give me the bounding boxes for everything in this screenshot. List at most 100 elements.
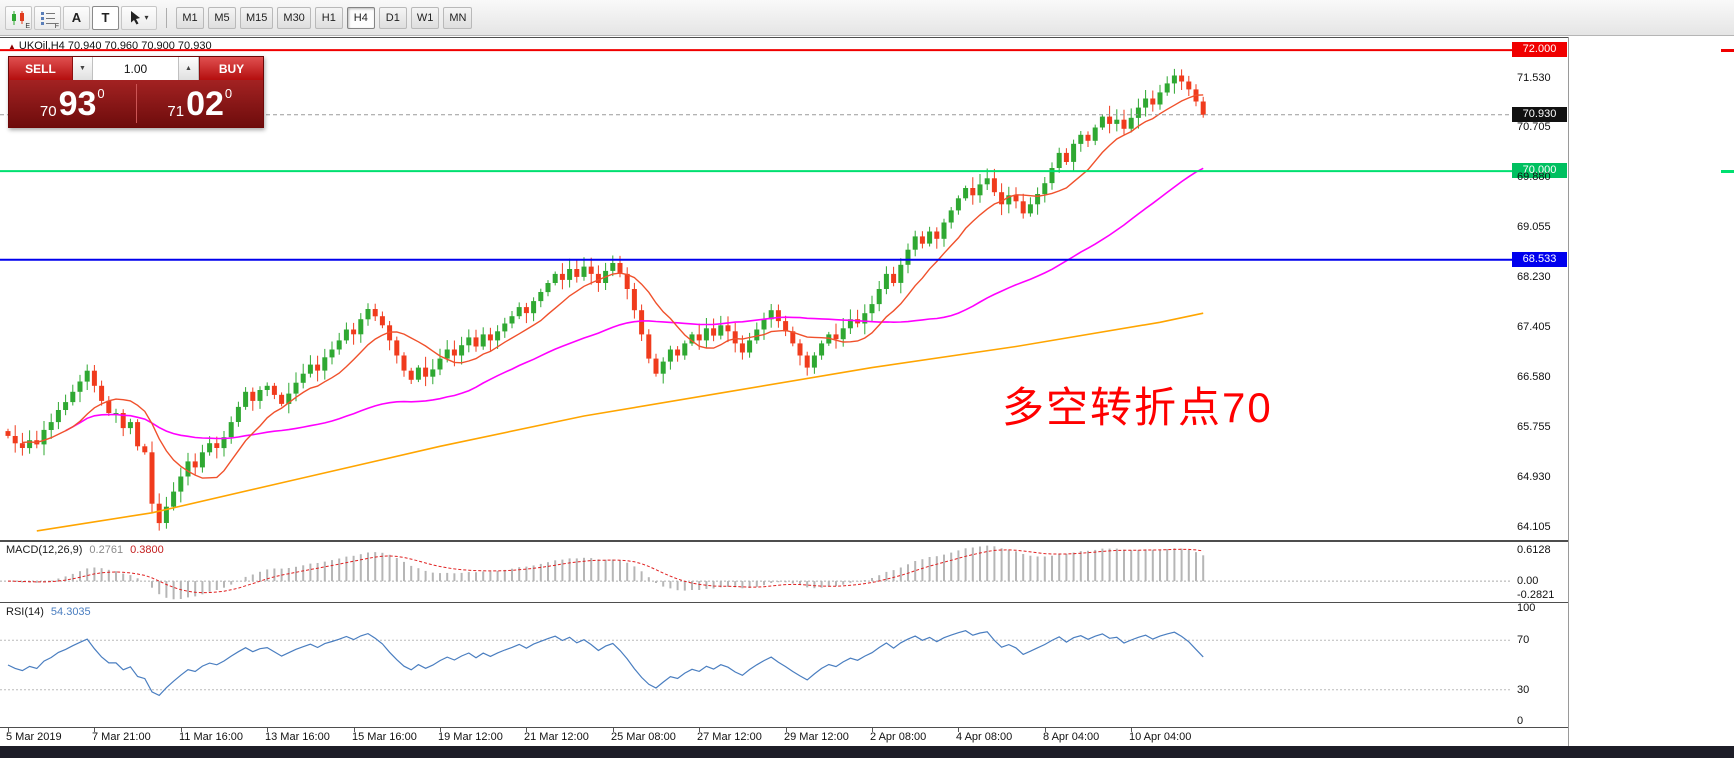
timeframe-m5[interactable]: M5 bbox=[208, 6, 236, 29]
candle-body bbox=[1164, 83, 1170, 93]
buy-button[interactable]: BUY bbox=[199, 57, 263, 80]
buy-price-sup: 0 bbox=[224, 86, 233, 101]
candle-body bbox=[19, 443, 25, 448]
candle-body bbox=[451, 349, 457, 356]
time-axis-tick bbox=[872, 728, 873, 732]
candle-body bbox=[12, 436, 18, 444]
volume-increase-button[interactable]: ▲ bbox=[179, 57, 199, 80]
candle-body bbox=[250, 391, 256, 401]
macd-panel-canvas[interactable] bbox=[0, 542, 1568, 602]
pointer-tool-button[interactable]: ▾ bbox=[121, 5, 157, 30]
candle-body bbox=[127, 422, 133, 429]
candle-body bbox=[185, 461, 191, 477]
candle-body bbox=[214, 443, 220, 448]
panel-separator[interactable] bbox=[0, 540, 1568, 542]
candle-body bbox=[876, 289, 882, 305]
rsi-panel-canvas[interactable] bbox=[0, 603, 1568, 727]
candle-body bbox=[610, 263, 616, 271]
candle-body bbox=[991, 178, 997, 193]
timeframe-m15[interactable]: M15 bbox=[240, 6, 274, 29]
candle-body bbox=[516, 307, 522, 317]
timeframe-d1[interactable]: D1 bbox=[378, 6, 407, 29]
candle-body bbox=[1171, 75, 1177, 84]
candle-body bbox=[437, 358, 443, 370]
trade-panel-controls: SELL ▼ ▲ BUY bbox=[9, 57, 263, 80]
candle-body bbox=[567, 269, 573, 280]
candlestick-chart-icon-button[interactable]: E bbox=[5, 5, 32, 30]
candle-body bbox=[5, 431, 11, 436]
candle-body bbox=[466, 337, 472, 346]
time-axis-label: 19 Mar 12:00 bbox=[438, 731, 503, 743]
buy-price-display[interactable]: 71 02 0 bbox=[137, 80, 264, 127]
time-axis-label: 2 Apr 08:00 bbox=[870, 731, 927, 743]
candle-body bbox=[415, 367, 421, 380]
time-axis-label: 29 Mar 12:00 bbox=[784, 731, 849, 743]
candle-body bbox=[228, 422, 234, 438]
candle-body bbox=[574, 269, 580, 277]
candle-body bbox=[351, 329, 357, 335]
text-tool-button[interactable]: T bbox=[92, 5, 119, 30]
text-label-icon: A bbox=[71, 10, 82, 25]
candle-body bbox=[631, 289, 637, 311]
candle-body bbox=[329, 349, 335, 358]
grid-icon-button[interactable]: F bbox=[34, 5, 61, 30]
candle-body bbox=[1179, 75, 1185, 82]
candle-body bbox=[948, 210, 954, 223]
candle-body bbox=[797, 343, 803, 356]
candle-body bbox=[257, 390, 263, 401]
candle-body bbox=[1063, 152, 1069, 162]
candle-body bbox=[315, 364, 321, 371]
candle-body bbox=[768, 310, 774, 320]
text-label-tool-button[interactable]: A bbox=[63, 5, 90, 30]
volume-input[interactable] bbox=[93, 57, 179, 80]
rsi-value: 54.3035 bbox=[50, 606, 91, 618]
candle-body bbox=[106, 400, 112, 413]
candle-body bbox=[754, 329, 760, 341]
candle-body bbox=[847, 319, 853, 329]
timeframe-m1[interactable]: M1 bbox=[176, 6, 204, 29]
candle-body bbox=[927, 231, 933, 244]
sell-price-sup: 0 bbox=[97, 86, 105, 101]
candle-body bbox=[1020, 201, 1026, 214]
candle-body bbox=[509, 316, 515, 324]
volume-decrease-button[interactable]: ▼ bbox=[73, 57, 93, 80]
candle-body bbox=[365, 309, 371, 320]
time-axis-tick bbox=[1045, 728, 1046, 732]
timeframe-h4[interactable]: H4 bbox=[346, 6, 375, 29]
panel-separator[interactable] bbox=[0, 602, 1568, 603]
grid-icon bbox=[40, 11, 55, 25]
candle-body bbox=[293, 382, 299, 394]
time-axis-tick bbox=[181, 728, 182, 732]
chart-right-border bbox=[1568, 37, 1569, 746]
timeframe-w1[interactable]: W1 bbox=[410, 6, 440, 29]
sell-price-display[interactable]: 70 93 0 bbox=[9, 80, 136, 127]
ma-fast-line bbox=[22, 94, 1204, 479]
timeframe-m30[interactable]: M30 bbox=[277, 6, 311, 29]
timeframe-h1[interactable]: H1 bbox=[314, 6, 343, 29]
candle-body bbox=[1114, 119, 1120, 124]
candle-body bbox=[91, 370, 97, 386]
candle-body bbox=[207, 443, 213, 453]
candle-body bbox=[1157, 92, 1163, 105]
candlestick-chart-icon bbox=[11, 10, 24, 25]
macd-indicator-label: MACD(12,26,9) 0.2761 0.3800 bbox=[6, 544, 164, 556]
candle-body bbox=[63, 402, 69, 410]
time-axis-label: 5 Mar 2019 bbox=[6, 731, 62, 743]
price-chart-canvas[interactable] bbox=[0, 38, 1568, 540]
sell-button[interactable]: SELL bbox=[9, 57, 73, 80]
buy-price-prefix: 71 bbox=[167, 103, 185, 120]
candle-body bbox=[581, 266, 587, 277]
window-bottom-edge bbox=[0, 746, 1734, 758]
candle-body bbox=[322, 357, 328, 371]
candle-body bbox=[149, 452, 155, 504]
candle-body bbox=[761, 319, 767, 330]
candle-body bbox=[343, 329, 349, 341]
candle-body bbox=[617, 263, 623, 274]
macd-main-value: 0.2761 bbox=[89, 544, 124, 556]
candle-body bbox=[739, 343, 745, 353]
macd-signal-value: 0.3800 bbox=[130, 544, 164, 556]
timeframe-mn[interactable]: MN bbox=[443, 6, 473, 29]
candle-body bbox=[977, 184, 983, 196]
candle-body bbox=[538, 292, 544, 302]
candle-body bbox=[1056, 152, 1062, 168]
